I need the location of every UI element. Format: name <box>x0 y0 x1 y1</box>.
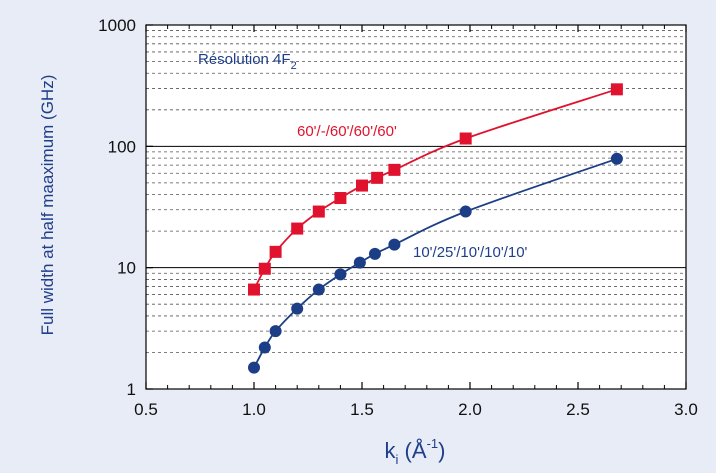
x-tick-label: 2.5 <box>566 400 590 419</box>
plot-frame <box>145 24 687 390</box>
x-tick-label: 1.5 <box>350 400 374 419</box>
x-tick-label: 3.0 <box>674 400 698 419</box>
series-0-square-marker <box>291 222 304 235</box>
series-0-square-marker <box>312 205 325 218</box>
series-1-circle-marker <box>258 341 271 354</box>
series-1-circle-marker <box>248 361 260 374</box>
resolution-annotation-text: Résolution 4F <box>198 51 291 68</box>
series-0-square-marker <box>258 262 271 275</box>
x-axis-title-sub: i <box>396 452 399 467</box>
series-1-circle-marker <box>291 302 304 315</box>
y-tick-label: 10 <box>117 259 136 278</box>
x-tick-label: 1.0 <box>242 400 266 419</box>
red-series-label: 60'/-/60'/60'/60' <box>297 123 397 140</box>
axis-ticks <box>145 24 687 390</box>
x-tick-label: 2.0 <box>458 400 482 419</box>
x-axis-title-close: ) <box>438 438 445 463</box>
series-1-circle-marker <box>368 247 381 260</box>
series-1-circle-marker <box>388 238 401 251</box>
x-axis-title-base: k <box>385 438 397 463</box>
x-tick-label: 0.5 <box>134 400 158 419</box>
series-0-square-marker <box>269 245 282 258</box>
series-1-circle-marker <box>459 205 472 218</box>
series-0-square-marker <box>610 83 623 96</box>
series-0-square-marker <box>459 132 472 145</box>
x-axis-title: ki (Å-1) <box>385 436 446 467</box>
series-0-square-marker <box>356 179 368 192</box>
series-layer <box>248 83 623 374</box>
plot-background <box>146 25 686 389</box>
x-axis-title-sup: -1 <box>427 436 439 451</box>
series-0-square-marker <box>388 163 401 176</box>
series-0-square-marker <box>248 283 260 296</box>
series-1-circle-marker <box>312 283 325 296</box>
series-0-square-marker <box>334 192 347 205</box>
grid <box>146 30 686 353</box>
tick-labels: 0.5 1.0 1.5 2.0 2.5 3.0 1 10 100 1000 <box>98 16 698 419</box>
series-1-circle-marker <box>610 152 623 165</box>
y-tick-label: 1 <box>127 380 136 399</box>
series-1-circle-marker <box>269 325 282 338</box>
series-1-circle-marker <box>353 256 366 269</box>
y-tick-label: 100 <box>108 137 136 156</box>
series-0-square-marker <box>371 171 384 184</box>
y-tick-label: 1000 <box>98 16 136 35</box>
blue-series-label: 10'/25'/10'/10'/10' <box>413 244 528 261</box>
y-axis-title: Full width at half maaximum (GHz) <box>38 75 57 336</box>
series-1-circle-marker <box>334 268 347 281</box>
resolution-annotation-sub: 2 <box>291 60 297 72</box>
resolution-annotation: Résolution 4F2 <box>198 51 297 72</box>
x-axis-title-unit: (Å <box>398 438 426 463</box>
